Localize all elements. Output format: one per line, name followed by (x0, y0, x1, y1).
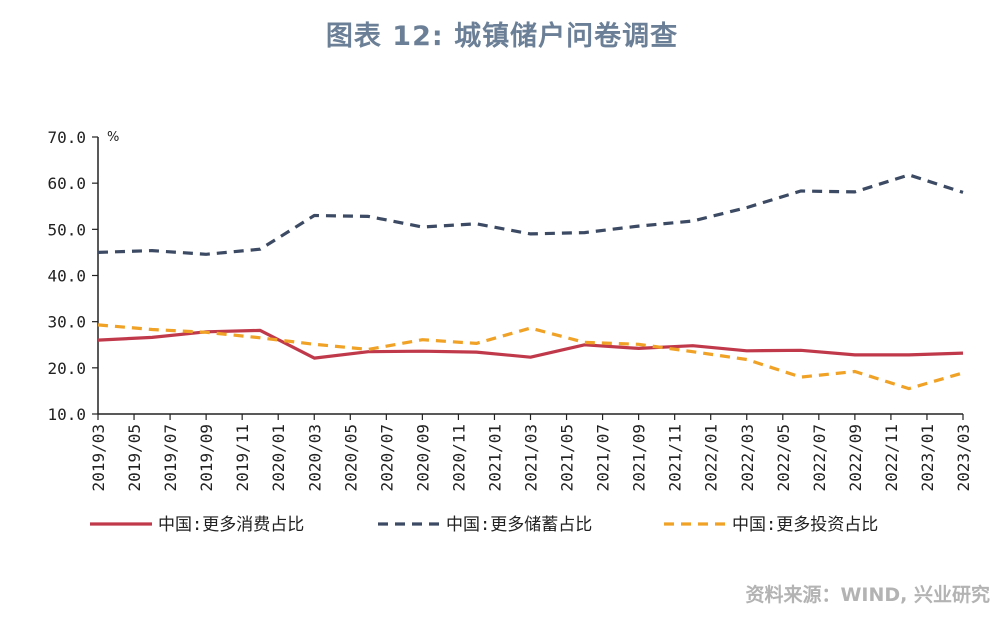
x-tick-label: 2021/07 (594, 424, 613, 491)
x-tick-label: 2021/09 (630, 424, 649, 491)
x-tick-label: 2019/05 (125, 424, 144, 491)
x-tick-label: 2020/11 (449, 424, 468, 491)
x-tick-label: 2020/01 (269, 424, 288, 491)
x-tick-label: 2019/11 (233, 424, 252, 491)
x-tick-label: 2022/03 (738, 424, 757, 491)
x-tick-label: 2020/09 (413, 424, 432, 491)
x-tick-label: 2022/11 (882, 424, 901, 491)
y-tick-label: 50.0 (47, 220, 86, 239)
x-tick-label: 2021/11 (666, 424, 685, 491)
x-tick-label: 2019/07 (161, 424, 180, 491)
x-tick-label: 2021/05 (558, 424, 577, 491)
x-tick-label: 2020/03 (305, 424, 324, 491)
x-tick-label: 2023/03 (954, 424, 973, 491)
x-tick-label: 2021/01 (485, 424, 504, 491)
y-tick-label: 20.0 (47, 359, 86, 378)
x-tick-label: 2021/03 (522, 424, 541, 491)
y-tick-label: 40.0 (47, 267, 86, 286)
x-tick-label: 2019/09 (197, 424, 216, 491)
series-lines (97, 173, 964, 391)
series-line-1 (97, 328, 964, 360)
x-tick-label: 2023/01 (918, 424, 937, 491)
x-axis: 2019/03 2019/05 2019/07 2019/09 2019/11 2020/… (89, 413, 973, 491)
x-tick-label: 2022/05 (774, 424, 793, 491)
legend-label-1: 中国:更多消费占比 (158, 515, 304, 535)
x-tick-label: 2022/07 (810, 424, 829, 491)
x-tick-label: 2022/09 (846, 424, 865, 491)
y-tick-label: 70.0 (47, 128, 86, 147)
y-tick-label: 10.0 (47, 405, 86, 424)
x-tick-label: 2020/05 (341, 424, 360, 491)
chart-title: 图表 12: 城镇储户问卷调查 (325, 21, 679, 52)
legend-label-3: 中国:更多投资占比 (732, 515, 878, 535)
series-line-3 (97, 323, 964, 391)
x-tick-label: 2019/03 (89, 424, 108, 491)
legend-label-2: 中国:更多储蓄占比 (446, 515, 592, 535)
y-axis: 10.0 20.0 30.0 40.0 50.0 60.0 70.0% (47, 128, 119, 424)
source-note: 资料来源：WIND, 兴业研究 (745, 584, 990, 606)
x-tick-label: 2020/07 (377, 424, 396, 491)
x-tick-label: 2022/01 (702, 424, 721, 491)
y-unit-label: % (107, 130, 119, 145)
legend: 中国:更多消费占比 中国:更多储蓄占比 中国:更多投资占比 (90, 515, 878, 535)
y-tick-label: 60.0 (47, 174, 86, 193)
y-tick-label: 30.0 (47, 313, 86, 332)
series-line-2 (97, 173, 964, 256)
